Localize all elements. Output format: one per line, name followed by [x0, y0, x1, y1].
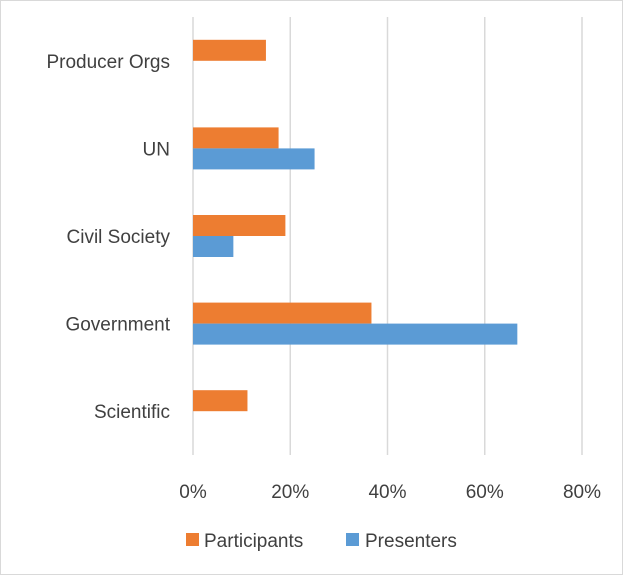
legend-swatch-participants [186, 533, 199, 546]
bar-participants-4 [193, 390, 248, 412]
bar-participants-2 [193, 215, 286, 236]
y-category-label-4: Scientific [94, 402, 170, 423]
y-category-label-0: Producer Orgs [46, 52, 170, 73]
bar-participants-3 [193, 302, 372, 324]
axes: 0% 20% 40% 60% 80% Producer Orgs UN Civil Socie… [46, 52, 601, 503]
legend-label-participants: Participants [204, 531, 303, 552]
y-category-label-1: UN [143, 139, 170, 160]
bar-presenters-3 [193, 323, 518, 345]
x-tick-label-2: 40% [368, 482, 406, 503]
x-tick-label-3: 60% [466, 482, 504, 503]
x-tick-label-1: 20% [271, 482, 309, 503]
gridlines [192, 17, 583, 455]
legend: Participants Presenters [186, 531, 457, 552]
x-tick-label-0: 0% [179, 482, 207, 503]
legend-swatch-presenters [346, 533, 359, 546]
bar-participants-1 [193, 127, 279, 149]
x-tick-label-4: 80% [563, 482, 601, 503]
legend-label-presenters: Presenters [365, 531, 457, 552]
y-category-label-2: Civil Society [67, 227, 171, 248]
bar-presenters-2 [193, 236, 234, 257]
bar-presenters-1 [193, 148, 315, 170]
bar-participants-0 [193, 39, 266, 61]
y-category-label-3: Government [65, 315, 170, 336]
bars [193, 39, 518, 412]
